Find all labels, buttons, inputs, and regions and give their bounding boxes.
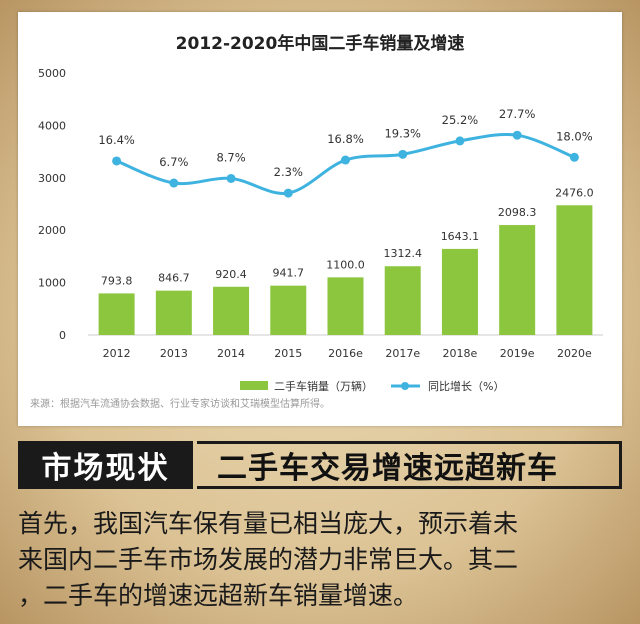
- bar-value-label: 1100.0: [326, 258, 365, 271]
- section-tag: 市场现状: [18, 441, 193, 489]
- body-line: 首先，我国汽车保有量已相当庞大，预示着未: [18, 509, 519, 538]
- growth-value-label: 16.4%: [98, 133, 135, 147]
- body-line: 来国内二手车市场发展的潜力非常巨大。其二: [18, 545, 519, 574]
- bar: [213, 286, 250, 335]
- bar-value-label: 1643.1: [441, 230, 480, 243]
- body-line: ，二手车的增速远超新车销量增速。: [18, 581, 419, 610]
- growth-value-label: 18.0%: [556, 129, 593, 143]
- legend-label-bars: 二手车销量（万辆）: [274, 379, 373, 393]
- bar-value-label: 2098.3: [498, 206, 537, 219]
- chart: 2012-2020年中国二手车销量及增速 0 1000 2000 3000 4000 50…: [30, 33, 603, 410]
- x-tick-label: 2013: [160, 347, 188, 360]
- growth-point: [112, 156, 122, 166]
- growth-point: [226, 173, 236, 183]
- growth-point: [569, 152, 579, 162]
- y-tick-label: 1000: [38, 277, 66, 290]
- y-tick-label: 5000: [38, 67, 66, 80]
- bar: [98, 293, 135, 335]
- legend-swatch-bars: [240, 381, 268, 390]
- chart-card: 2012-2020年中国二手车销量及增速 0 1000 2000 3000 4000 50…: [18, 12, 622, 426]
- x-tick-label: 2012: [103, 347, 131, 360]
- growth-value-label: 2.3%: [274, 165, 303, 179]
- legend-label-line: 同比增长（%）: [428, 379, 504, 393]
- bar-value-label: 793.8: [101, 274, 133, 287]
- bar-value-label: 1312.4: [383, 247, 422, 260]
- bar-value-label: 2476.0: [555, 186, 594, 199]
- bar: [499, 225, 536, 335]
- chart-title: 2012-2020年中国二手车销量及增速: [176, 33, 465, 54]
- y-tick-label: 0: [59, 329, 66, 342]
- x-tick-label: 2018e: [443, 347, 478, 360]
- y-tick-label: 3000: [38, 172, 66, 185]
- bar: [327, 277, 364, 335]
- growth-point: [169, 178, 179, 188]
- x-tick-label: 2019e: [500, 347, 535, 360]
- y-tick-label: 2000: [38, 224, 66, 237]
- chart-source: 来源：根据汽车流通协会数据、行业专家访谈和艾瑞模型估算所得。: [30, 397, 330, 410]
- growth-value-label: 16.8%: [327, 132, 364, 146]
- section-header: 市场现状 二手车交易增速远超新车: [18, 441, 622, 489]
- bar-value-label: 846.7: [158, 272, 190, 285]
- bar-value-label: 941.7: [273, 267, 305, 280]
- x-tick-label: 2017e: [385, 347, 420, 360]
- bar: [270, 285, 307, 335]
- bar: [556, 205, 593, 335]
- growth-point: [283, 188, 293, 198]
- bar: [155, 290, 192, 335]
- bar: [441, 248, 478, 335]
- growth-value-label: 6.7%: [159, 155, 188, 169]
- growth-value-label: 27.7%: [499, 107, 536, 121]
- growth-point: [455, 136, 465, 146]
- x-tick-label: 2015: [274, 347, 302, 360]
- body-paragraph: 首先，我国汽车保有量已相当庞大，预示着未 来国内二手车市场发展的潜力非常巨大。其…: [18, 506, 630, 614]
- section-headline: 二手车交易增速远超新车: [197, 441, 622, 489]
- growth-point: [398, 149, 408, 159]
- y-tick-label: 4000: [38, 119, 66, 132]
- x-tick-label: 2020e: [557, 347, 592, 360]
- growth-value-label: 25.2%: [442, 113, 479, 127]
- growth-point: [341, 155, 350, 165]
- legend-marker-line: [401, 382, 409, 390]
- growth-value-label: 8.7%: [216, 150, 245, 164]
- growth-point: [512, 130, 522, 140]
- bar: [384, 266, 421, 335]
- x-tick-label: 2014: [217, 347, 245, 360]
- x-tick-label: 2016e: [328, 347, 363, 360]
- bar-value-label: 920.4: [215, 268, 247, 281]
- growth-value-label: 19.3%: [384, 126, 421, 140]
